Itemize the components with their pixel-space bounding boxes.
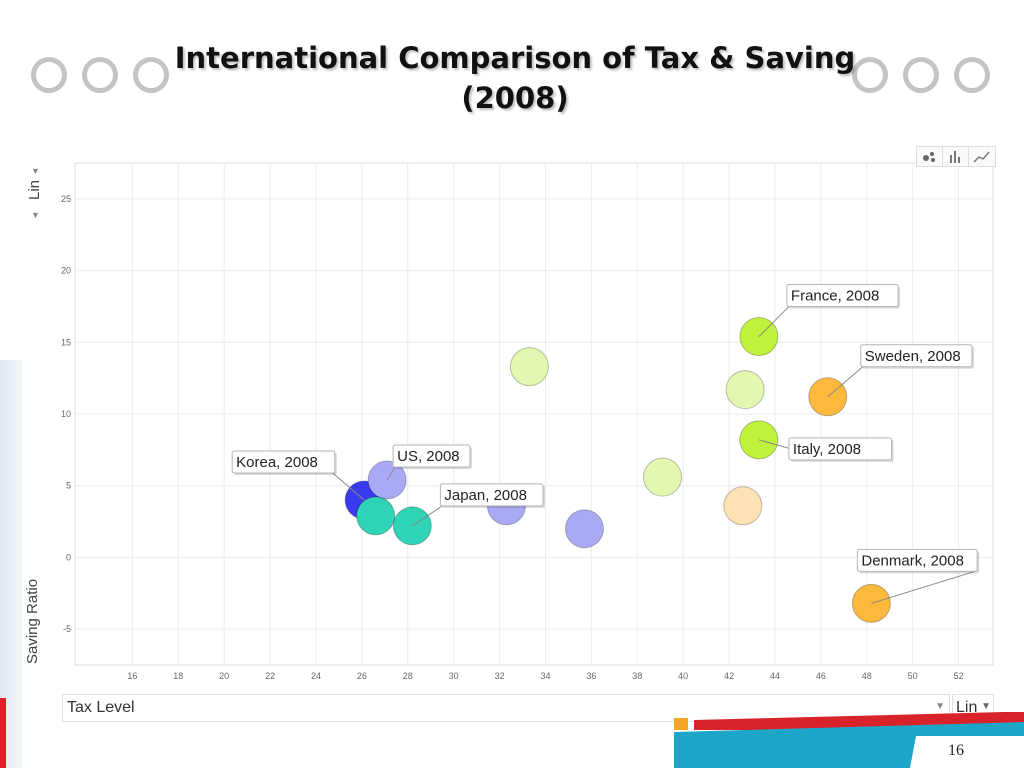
x-tick-label: 34 (540, 671, 550, 681)
left-decoration (0, 360, 22, 768)
bubble-label-box (860, 344, 973, 368)
title-line-2: (2008) (461, 81, 569, 115)
bubble-labels: Korea, 2008 US, 2008 Japan, 2008 France, 20… (231, 284, 980, 604)
y-axis-selector[interactable]: Saving Ratio (24, 578, 41, 664)
line-icon (973, 151, 990, 163)
y-tick-label: 15 (61, 337, 71, 347)
label-leader-line (758, 439, 792, 450)
bubble-label-text: US, 2008 (397, 448, 460, 465)
bubble-label-text: France, 2008 (791, 288, 879, 305)
y-tick-label: -5 (63, 624, 71, 634)
bubble-label-box (788, 437, 893, 461)
bubble-label-text: Sweden, 2008 (865, 348, 961, 365)
x-tick-label: 36 (586, 671, 596, 681)
x-axis-label: Tax Level (67, 699, 135, 716)
bubble[interactable] (723, 486, 763, 526)
label-leader-line (758, 306, 790, 337)
footer-decoration (674, 712, 1024, 768)
y-tick-label: 20 (61, 266, 71, 276)
bubble[interactable] (643, 457, 683, 497)
x-tick-label: 30 (449, 671, 459, 681)
bubbles (344, 317, 891, 623)
x-tick-label: 38 (632, 671, 642, 681)
chart-view-buttons (916, 146, 996, 167)
chevron-down-icon: ▼ (935, 701, 945, 712)
y-tick-label: 0 (66, 552, 71, 562)
label-leader-line (332, 472, 365, 501)
ring-icon (133, 57, 169, 93)
x-tick-label: 18 (173, 671, 183, 681)
bubble-label-box (231, 450, 336, 474)
bar-view-button[interactable] (943, 147, 969, 166)
y-scale-arrow-icon[interactable]: ▼ (31, 210, 40, 220)
y-tick-label: 25 (61, 194, 71, 204)
ring-icon (31, 57, 67, 93)
label-leader-line (386, 466, 396, 481)
x-tick-label: 20 (219, 671, 229, 681)
label-leader-line (412, 505, 443, 527)
x-tick-label: 50 (908, 671, 918, 681)
bubble[interactable] (564, 509, 604, 549)
ring-icon (82, 57, 118, 93)
bubble[interactable] (356, 496, 396, 536)
ring-icon (954, 57, 990, 93)
bubble-label-text: Italy, 2008 (793, 441, 861, 458)
bubble-label-text: Korea, 2008 (236, 454, 318, 471)
x-tick-label: 24 (311, 671, 321, 681)
page-number: 16 (948, 742, 964, 759)
x-tick-label: 46 (816, 671, 826, 681)
label-leader-line (871, 570, 976, 604)
title-line-1: International Comparison of Tax & Saving (174, 41, 856, 75)
line-view-button[interactable] (969, 147, 994, 166)
bubble[interactable] (509, 347, 549, 387)
x-tick-label: 42 (724, 671, 734, 681)
x-tick-label: 16 (127, 671, 137, 681)
slide-title: International Comparison of Tax & Saving… (160, 38, 870, 118)
label-leader-line (827, 366, 864, 398)
bar-icon (950, 151, 960, 163)
bubble-view-button[interactable] (917, 147, 943, 166)
bubble-label-text: Denmark, 2008 (861, 552, 964, 569)
bubble-label-box (392, 444, 471, 468)
bubble-label-text: Japan, 2008 (444, 487, 527, 504)
bubble-label-box (786, 284, 899, 308)
y-tick-label: 5 (66, 481, 71, 491)
x-tick-label: 32 (495, 671, 505, 681)
bubble-label-box (439, 483, 544, 507)
x-tick-label: 22 (265, 671, 275, 681)
x-scale-label: Lin (956, 699, 978, 716)
y-scale-selector[interactable]: Lin (26, 179, 43, 200)
ring-icon (903, 57, 939, 93)
red-accent-bar (0, 698, 6, 768)
x-tick-label: 48 (862, 671, 872, 681)
chevron-down-icon: ▼ (981, 701, 991, 712)
y-tick-label: 10 (61, 409, 71, 419)
bubble-icon (923, 152, 935, 162)
bubble[interactable] (725, 370, 765, 410)
grid-lines (75, 163, 993, 665)
tick-labels: 16 18 20 22 24 26 28 30 32 34 36 38 40 42 44 46 48 50 52-5… (61, 194, 964, 681)
x-tick-label: 52 (954, 671, 964, 681)
x-tick-label: 28 (403, 671, 413, 681)
x-tick-label: 26 (357, 671, 367, 681)
x-tick-label: 44 (770, 671, 780, 681)
ring-icon (852, 57, 888, 93)
bubble-label-box (856, 548, 978, 572)
y-scale-arrow-icon[interactable]: ▼ (31, 166, 40, 176)
x-tick-label: 40 (678, 671, 688, 681)
